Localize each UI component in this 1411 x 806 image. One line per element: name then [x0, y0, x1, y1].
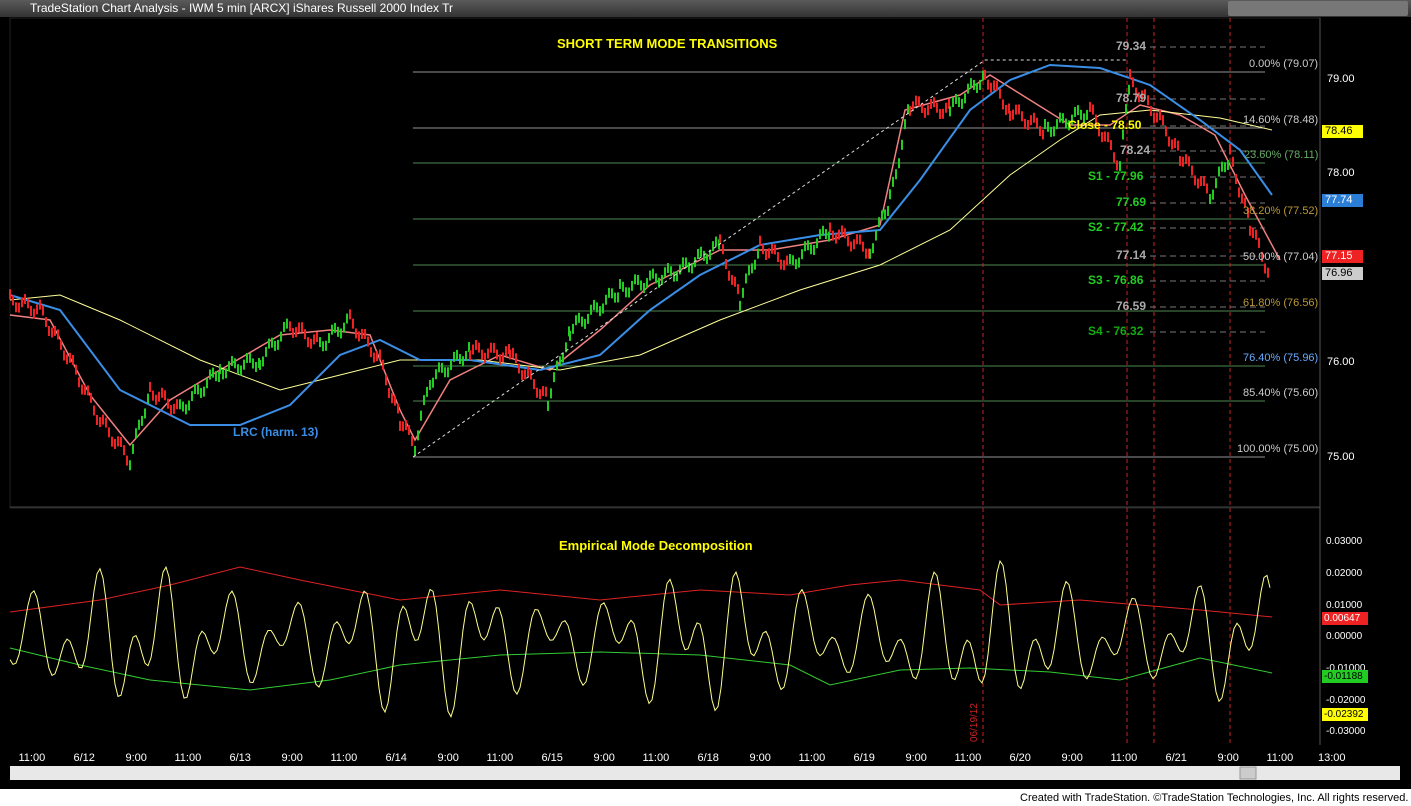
- time-tick-label: 11:00: [1110, 752, 1138, 764]
- time-tick-label: 6/20: [1009, 752, 1031, 764]
- pivot-label: 77.69: [1116, 195, 1147, 209]
- time-tick-label: 11:00: [642, 752, 670, 764]
- time-tick-label: 9:00: [905, 752, 927, 764]
- fib-label: 100.00% (75.00): [1237, 443, 1319, 455]
- pivot-label: 79.34: [1116, 39, 1147, 53]
- price-flag: 76.96: [1322, 267, 1363, 280]
- trend-line: [9, 109, 1273, 391]
- fib-label: 0.00% (79.07): [1249, 58, 1319, 70]
- window-title: TradeStation Chart Analysis - IWM 5 min …: [30, 1, 454, 15]
- indicator-tick-label: 0.01000: [1326, 600, 1363, 611]
- time-tick-label: 9:00: [593, 752, 615, 764]
- zigzag: [412, 59, 1127, 458]
- pivot-label: 78.24: [1120, 143, 1151, 157]
- emd-green: [9, 647, 1273, 691]
- pivot-label: S4 - 76.32: [1088, 324, 1144, 338]
- date-marker: 06/19/12: [969, 703, 980, 742]
- indicator-flag: -0.02392: [1322, 708, 1368, 721]
- indicator-flag: -0.01188: [1322, 670, 1368, 683]
- time-tick-label: 6/12: [73, 752, 95, 764]
- time-tick-label: 6/13: [229, 752, 251, 764]
- time-tick-label: 6/19: [853, 752, 875, 764]
- title-bar: [0, 0, 1411, 17]
- price-flag: 77.15: [1322, 250, 1363, 263]
- time-tick-label: 6/21: [1165, 752, 1187, 764]
- lrc-line: [9, 63, 1273, 426]
- price-tick-label: 78.00: [1327, 167, 1355, 179]
- indicator-tick-label: -0.02000: [1326, 695, 1366, 706]
- fib-label: 14.60% (78.48): [1243, 114, 1319, 126]
- time-tick-label: 9:00: [1061, 752, 1083, 764]
- time-tick-label: 6/15: [541, 752, 563, 764]
- pivot-label: S2 - 77.42: [1088, 220, 1144, 234]
- indicator-tick-label: -0.03000: [1326, 726, 1366, 737]
- time-tick-label: 11:00: [1266, 752, 1294, 764]
- indicator-flag: 0.00647: [1322, 612, 1368, 625]
- pivot-label: Close - 78.50: [1068, 118, 1142, 132]
- fib-label: 61.80% (76.56): [1243, 297, 1319, 309]
- lrc-label: LRC (harm. 13): [233, 425, 319, 439]
- pivot-label: 76.59: [1116, 299, 1147, 313]
- price-tick-label: 76.00: [1327, 356, 1355, 368]
- time-tick-label: 11:00: [330, 752, 358, 764]
- time-tick-label: 6/18: [697, 752, 719, 764]
- indicator-tick-label: -0.01000: [1326, 663, 1366, 674]
- time-tick-label: 9:00: [281, 752, 303, 764]
- fib-label: 38.20% (77.52): [1243, 205, 1319, 217]
- price-flag: 78.46: [1322, 125, 1363, 138]
- time-tick-label: 11:00: [954, 752, 982, 764]
- time-tick-label: 9:00: [749, 752, 771, 764]
- pivot-label: 78.79: [1116, 91, 1147, 105]
- time-tick-label: 11:00: [174, 752, 202, 764]
- pivot-label: S1 - 77.96: [1088, 169, 1144, 183]
- time-tick-label: 9:00: [125, 752, 147, 764]
- pivot-label: S3 - 76.86: [1088, 273, 1144, 287]
- fib-label: 76.40% (75.96): [1243, 352, 1319, 364]
- indicator-tick-label: 0.02000: [1326, 568, 1363, 579]
- fib-label: 50.00% (77.04): [1243, 251, 1319, 263]
- time-tick-label: 11:00: [18, 752, 46, 764]
- pivot-label: 77.14: [1116, 248, 1147, 262]
- time-tick-label: 13:00: [1318, 752, 1346, 764]
- price-flag: 77.74: [1322, 194, 1363, 207]
- time-tick-label: 11:00: [798, 752, 826, 764]
- emd-oscillator: [9, 559, 1271, 718]
- panel-heading: SHORT TERM MODE TRANSITIONS: [557, 36, 778, 51]
- indicator-tick-label: 0.00000: [1326, 631, 1363, 642]
- time-tick-label: 9:00: [1217, 752, 1239, 764]
- price-tick-label: 79.00: [1327, 73, 1355, 85]
- footer-text: Created with TradeStation. ©TradeStation…: [1020, 792, 1409, 804]
- fib-label: 85.40% (75.60): [1243, 387, 1319, 399]
- fib-label: 23.60% (78.11): [1244, 149, 1319, 161]
- emd-red: [9, 566, 1273, 618]
- time-tick-label: 9:00: [437, 752, 459, 764]
- price-tick-label: 75.00: [1327, 451, 1355, 463]
- time-tick-label: 6/14: [385, 752, 407, 764]
- window-buttons[interactable]: [1228, 1, 1408, 16]
- time-tick-label: 11:00: [486, 752, 514, 764]
- indicator-tick-label: 0.03000: [1326, 536, 1363, 547]
- panel-heading: Empirical Mode Decomposition: [559, 538, 753, 553]
